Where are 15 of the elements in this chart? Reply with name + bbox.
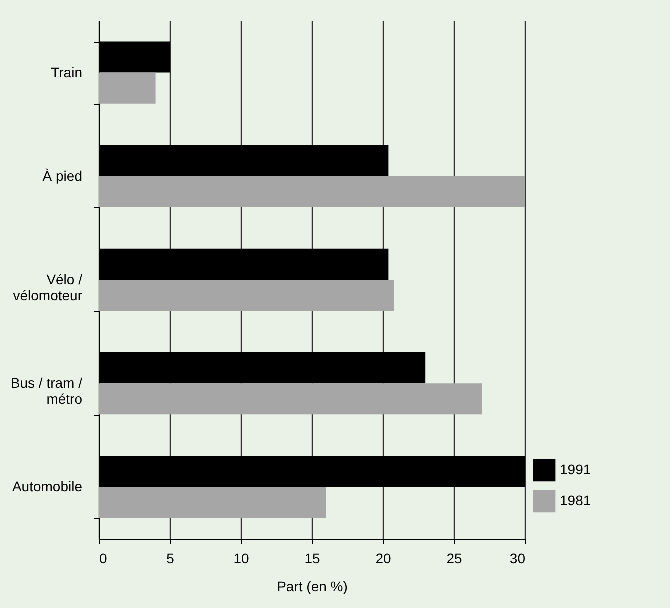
y-tick-label: Automobile (12, 478, 83, 495)
x-tick-label: 5 (166, 550, 175, 566)
x-tick-label: 15 (304, 550, 320, 566)
x-axis-title: Part (en %) (277, 578, 348, 594)
y-tick-label: Train (51, 64, 82, 80)
x-tick-label: 25 (446, 550, 462, 566)
x-tick-label: 0 (100, 550, 108, 566)
x-tick-label: 30 (510, 550, 526, 566)
x-tick-label: 20 (376, 550, 392, 566)
legend-label: 1991 (560, 462, 592, 478)
x-tick-label: 10 (234, 550, 250, 566)
y-tick-label: À pied (42, 168, 82, 184)
legend-label: 1981 (560, 492, 592, 508)
y-tick-label: Vélo / vélomoteur (13, 272, 83, 304)
y-tick-label: Bus / tram / métro (10, 375, 83, 408)
